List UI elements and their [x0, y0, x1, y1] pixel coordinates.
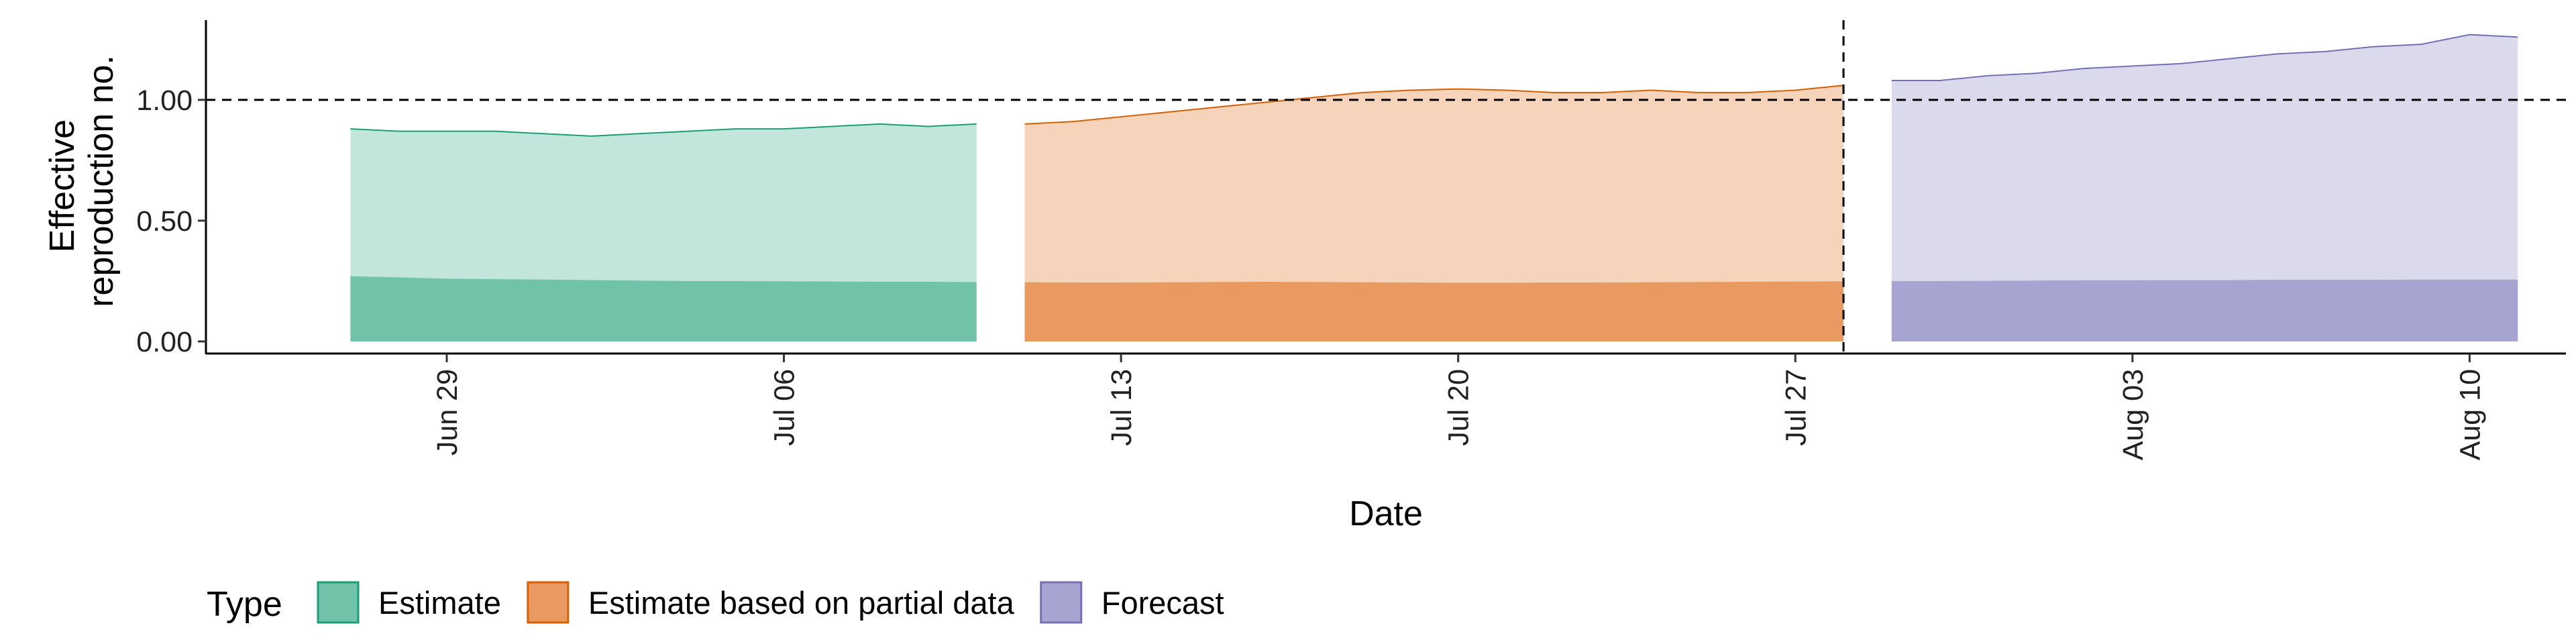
y-tick-label: 0.50 — [136, 205, 193, 237]
legend-swatch — [527, 581, 570, 624]
x-tick-label: Jul 20 — [1443, 369, 1475, 446]
y-axis-title: Effective reproduction no. — [43, 55, 121, 307]
series-layer — [350, 34, 2518, 341]
legend: Type Estimate Estimate based on partial d… — [207, 581, 1224, 624]
legend-label: Estimate — [378, 585, 501, 621]
axes — [205, 20, 2566, 355]
y-axis-title-line1: Effective — [43, 119, 82, 252]
legend-title: Type — [207, 585, 282, 624]
y-tick-label: 0.00 — [136, 326, 193, 358]
x-tick-label: Jul 06 — [769, 369, 801, 446]
upper-line-estimate — [350, 123, 977, 137]
legend-label: Estimate based on partial data — [588, 585, 1015, 621]
legend-label: Forecast — [1102, 585, 1224, 621]
band-outer-forecast — [1891, 34, 2518, 341]
series-forecast — [1891, 34, 2518, 341]
series-estimate-based-on-partial-data — [1024, 85, 1844, 341]
x-tick-label: Aug 10 — [2454, 369, 2486, 460]
legend-item-estimate-based-on-partial-data: Estimate based on partial data — [527, 581, 1015, 624]
band-inner-estimate-based-on-partial-data — [1024, 281, 1844, 341]
y-ticks: 0.00 0.50 1.00 — [136, 85, 206, 358]
band-inner-estimate — [350, 276, 977, 341]
band-outer-estimate-based-on-partial-data — [1024, 85, 1844, 341]
legend-swatch — [317, 581, 360, 624]
legend-item-forecast: Forecast — [1040, 581, 1224, 624]
band-inner-forecast — [1891, 279, 2518, 341]
x-tick-label: Jul 27 — [1780, 369, 1812, 446]
x-tick-label: Aug 03 — [2117, 369, 2149, 460]
legend-item-estimate: Estimate — [317, 581, 501, 624]
legend-swatch — [1040, 581, 1083, 624]
x-tick-label: Jun 29 — [431, 369, 464, 455]
upper-line-estimate-based-on-partial-data — [1024, 85, 1844, 125]
reference-lines — [206, 20, 2566, 354]
legend-items: Estimate Estimate based on partial data Fo… — [317, 581, 1224, 624]
x-axis-title: Date — [1349, 494, 1423, 533]
y-tick-label: 1.00 — [136, 85, 193, 117]
x-tick-label: Jul 13 — [1106, 369, 1138, 446]
y-axis-title-line2: reproduction no. — [82, 55, 121, 307]
upper-line-forecast — [1891, 34, 2518, 82]
series-estimate — [350, 123, 977, 341]
x-ticks: Jun 29 Jul 06 Jul 13 Jul 20 Jul 27 Aug 03 Aug … — [431, 354, 2486, 460]
